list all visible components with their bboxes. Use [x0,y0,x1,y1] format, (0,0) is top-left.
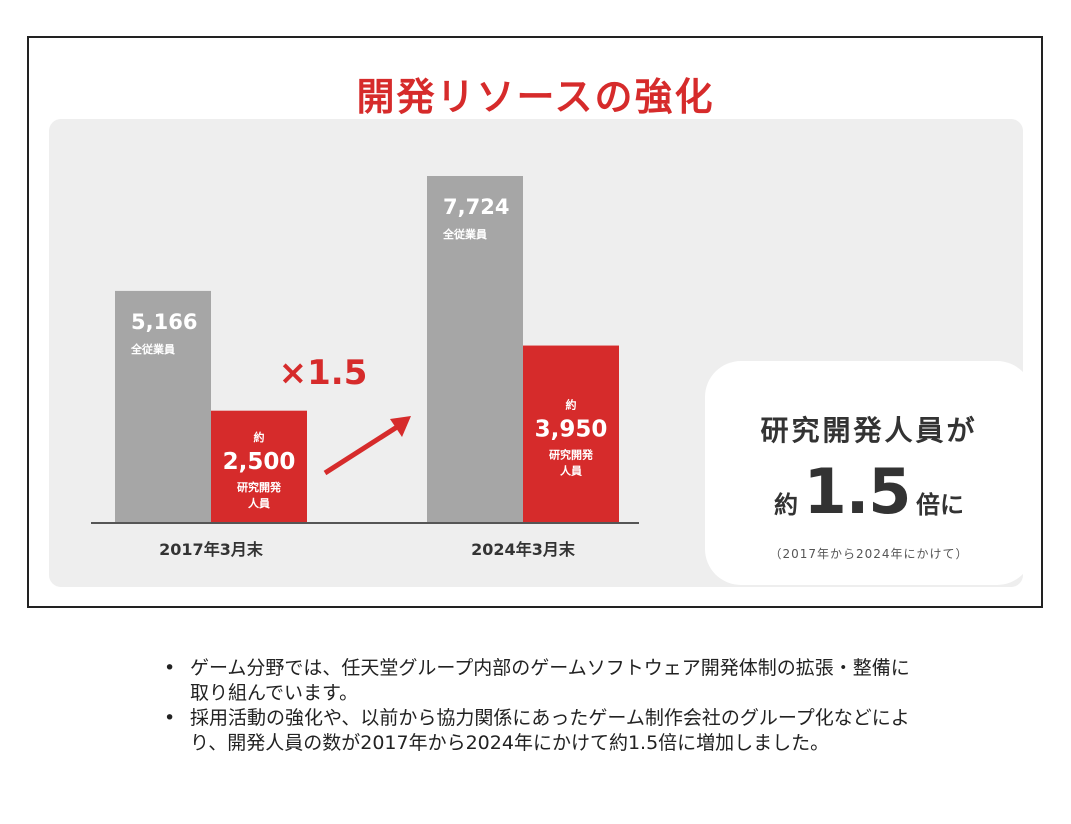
bar-rd-staff [523,345,619,523]
growth-arrow-shaft [323,424,399,476]
bar-series-label: 研究開発 [549,447,594,461]
bar-series-label: 全従業員 [130,342,175,356]
bar-value-label: 2,500 [223,449,296,475]
bar-total-employees [115,290,211,523]
summary-callout: 研究開発人員が 約 1.5 倍に （2017年から2024年にかけて） [705,361,1033,585]
bar-total-employees [427,176,523,523]
callout-note: （2017年から2024年にかけて） [769,547,969,561]
callout-heading: 研究開発人員が [760,414,978,447]
bar-value-label: 7,724 [443,195,509,219]
callout-value: 1.5 [803,455,912,528]
note-text: ゲーム分野では、任天堂グループ内部のゲームソフトウェア開発体制の拡張・整備に取り… [190,657,910,704]
growth-arrow-head-icon [390,416,411,437]
chart-panel: 5,166 全従業員約 2,500 研究開発 人員 2017年3月末 7,724 全従業員約 3… [49,119,1033,587]
slide-title: 開発リソースの強化 [356,75,715,119]
callout-suffix: 倍に [916,491,964,519]
bar-series-label: 人員 [248,496,270,510]
callout-prefix: 約 [774,491,798,519]
bullet-icon: • [164,657,176,679]
bar-series-label: 全従業員 [442,227,487,241]
bar-value-prefix: 約 [254,430,265,444]
bar-value-label: 3,950 [535,416,608,442]
growth-multiplier-label: ×1.5 [279,353,368,393]
bullet-icon: • [164,707,176,729]
bar-value-prefix: 約 [566,397,577,411]
note-item: • 採用活動の強化や、以前から協力関係にあったゲーム制作会社のグループ化などによ… [160,706,920,756]
bar-rd-staff [211,410,307,523]
note-item: • ゲーム分野では、任天堂グループ内部のゲームソフトウェア開発体制の拡張・整備に… [160,656,920,706]
bar-value-label: 5,166 [131,310,197,334]
x-tick-label: 2017年3月末 [159,540,264,559]
notes-list: • ゲーム分野では、任天堂グループ内部のゲームソフトウェア開発体制の拡張・整備に… [160,656,920,756]
bar-series-label: 人員 [560,463,582,477]
bar-chart: 5,166全従業員約2,500研究開発人員2017年3月末7,724全従業員約3… [91,176,639,559]
note-text: 採用活動の強化や、以前から協力関係にあったゲーム制作会社のグループ化などにより、… [190,707,910,754]
bar-series-label: 研究開発 [237,480,282,494]
callout-value-line: 約 1.5 倍に [705,461,1033,523]
x-tick-label: 2024年3月末 [471,540,576,559]
